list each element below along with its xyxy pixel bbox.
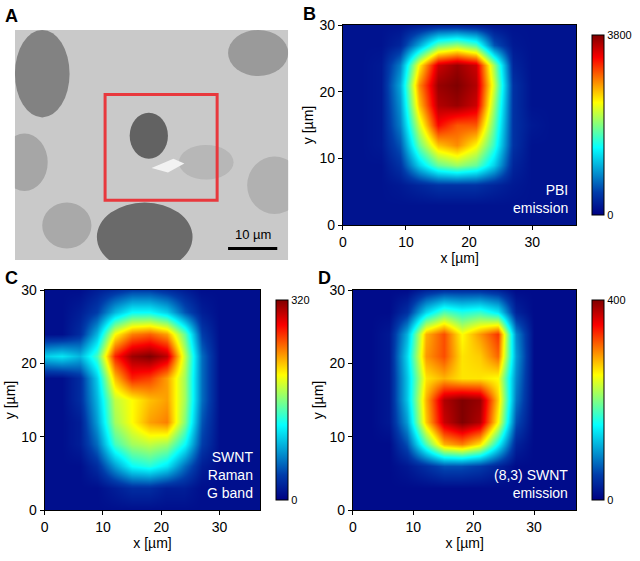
svg-text:D: D	[318, 268, 331, 288]
svg-text:30: 30	[526, 519, 542, 535]
svg-text:y [µm]: y [µm]	[2, 381, 18, 419]
svg-text:30: 30	[329, 282, 345, 298]
svg-text:20: 20	[153, 519, 169, 535]
svg-text:y [µm]: y [µm]	[300, 106, 316, 144]
svg-text:30: 30	[21, 282, 37, 298]
svg-text:A: A	[5, 6, 18, 26]
svg-text:10: 10	[405, 519, 421, 535]
svg-text:0: 0	[337, 502, 345, 518]
svg-text:10: 10	[319, 150, 335, 166]
svg-text:0: 0	[607, 494, 613, 506]
svg-text:10: 10	[329, 429, 345, 445]
svg-text:10 µm: 10 µm	[235, 227, 271, 242]
svg-text:(8,3) SWNTemission: (8,3) SWNTemission	[494, 467, 568, 501]
svg-text:20: 20	[21, 355, 37, 371]
svg-text:PBIemission: PBIemission	[513, 182, 568, 216]
svg-text:10: 10	[21, 429, 37, 445]
svg-text:0: 0	[29, 502, 37, 518]
svg-text:20: 20	[466, 519, 482, 535]
svg-text:20: 20	[329, 355, 345, 371]
svg-text:30: 30	[212, 519, 228, 535]
svg-text:20: 20	[461, 234, 477, 250]
svg-text:x [µm]: x [µm]	[445, 535, 483, 551]
svg-text:x [µm]: x [µm]	[133, 535, 171, 551]
svg-text:y [µm]: y [µm]	[310, 381, 326, 419]
svg-text:10: 10	[398, 234, 414, 250]
svg-text:B: B	[303, 4, 316, 24]
svg-text:0: 0	[607, 209, 613, 221]
svg-text:SWNTRamanG band: SWNTRamanG band	[207, 449, 253, 501]
svg-text:400: 400	[607, 294, 625, 306]
svg-text:30: 30	[319, 17, 335, 33]
svg-text:3800: 3800	[607, 29, 631, 41]
svg-text:0: 0	[327, 217, 335, 233]
svg-text:0: 0	[41, 519, 49, 535]
svg-text:30: 30	[524, 234, 540, 250]
svg-text:C: C	[5, 268, 18, 288]
svg-text:0: 0	[291, 494, 297, 506]
svg-text:0: 0	[339, 234, 347, 250]
svg-text:10: 10	[95, 519, 111, 535]
svg-text:320: 320	[291, 294, 309, 306]
svg-text:x [µm]: x [µm]	[440, 250, 478, 266]
svg-text:20: 20	[319, 84, 335, 100]
svg-text:0: 0	[349, 519, 357, 535]
